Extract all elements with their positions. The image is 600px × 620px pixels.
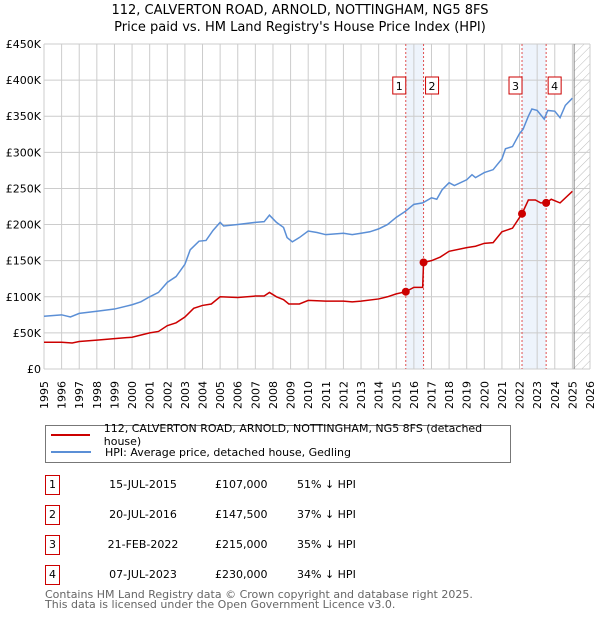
x-tick-label: 2009: [285, 381, 298, 409]
x-tick-label: 2014: [373, 381, 386, 409]
x-tick-label: 2024: [549, 381, 562, 409]
transaction-date: 21-FEB-2022: [107, 538, 179, 551]
series-line: [44, 190, 573, 344]
transaction-row: 3 21-FEB-2022 £215,000 35% ↓ HPI: [45, 535, 545, 555]
footer-line-1: Contains HM Land Registry data © Crown c…: [45, 588, 473, 601]
legend-label: 112, CALVERTON ROAD, ARNOLD, NOTTINGHAM,…: [103, 422, 483, 448]
x-tick-label: 2010: [302, 381, 315, 409]
chart-subtitle: Price paid vs. HM Land Registry's House …: [114, 20, 486, 35]
transaction-row: 1 15-JUL-2015 £107,000 51% ↓ HPI: [45, 475, 545, 495]
x-tick-label: 2019: [461, 381, 474, 409]
x-tick-label: 2026: [584, 381, 597, 409]
sale-label: 1: [396, 80, 403, 93]
transaction-hpi-diff: 35% ↓ HPI: [297, 538, 356, 551]
transaction-row: 2 20-JUL-2016 £147,500 37% ↓ HPI: [45, 505, 545, 525]
x-tick-label: 1999: [108, 381, 121, 409]
x-tick-label: 2001: [144, 381, 157, 409]
x-tick-label: 2016: [408, 381, 421, 409]
y-tick-label: £150K: [6, 255, 42, 268]
transaction-date: 07-JUL-2023: [109, 568, 177, 581]
transaction-date: 15-JUL-2015: [109, 478, 177, 491]
transaction-price: £147,500: [215, 508, 268, 521]
transaction-number: 4: [45, 565, 60, 585]
transaction-price: £230,000: [215, 568, 268, 581]
footer-line-2: This data is licensed under the Open Gov…: [45, 598, 396, 611]
transaction-hpi-diff: 37% ↓ HPI: [297, 508, 356, 521]
sale-point: [542, 198, 551, 207]
x-tick-label: 2002: [161, 381, 174, 409]
transaction-hpi-diff: 34% ↓ HPI: [297, 568, 356, 581]
x-tick-label: 1996: [56, 381, 69, 409]
x-tick-label: 2015: [390, 381, 403, 409]
x-tick-label: 2000: [126, 381, 139, 409]
x-tick-label: 2022: [514, 381, 527, 409]
y-tick-label: £100K: [6, 291, 42, 304]
x-tick-label: 2008: [267, 381, 280, 409]
sale-point: [518, 209, 527, 218]
sale-label-box: [425, 76, 440, 95]
x-tick-label: 2025: [566, 381, 579, 409]
price-chart: 1995 1996 1997 1998 1999 2000 2001 2002 2003 2004…: [6, 38, 597, 409]
x-tick-label: 2004: [197, 381, 210, 409]
transaction-price: £215,000: [215, 538, 268, 551]
transaction-number: 1: [45, 475, 60, 495]
transaction-hpi-diff: 51% ↓ HPI: [297, 478, 356, 491]
legend: 112, CALVERTON ROAD, ARNOLD, NOTTINGHAM,…: [45, 422, 511, 463]
footer: Contains HM Land Registry data © Crown c…: [45, 588, 473, 611]
chart-title: 112, CALVERTON ROAD, ARNOLD, NOTTINGHAM,…: [111, 3, 489, 18]
sale-label-box: [508, 76, 523, 95]
sale-label: 2: [429, 80, 436, 93]
y-tick-label: £0: [27, 363, 41, 376]
y-tick-label: £300K: [6, 146, 42, 159]
series-line: [43, 97, 573, 318]
x-tick-label: 2021: [496, 381, 509, 409]
y-tick-label: £50K: [13, 327, 42, 340]
x-tick-label: 2017: [425, 381, 438, 409]
transaction-row: 4 07-JUL-2023 £230,000 34% ↓ HPI: [45, 565, 545, 585]
transaction-date: 20-JUL-2016: [109, 508, 177, 521]
transaction-number: 2: [45, 505, 60, 525]
x-tick-label: 2007: [249, 381, 262, 409]
x-tick-label: 2006: [232, 381, 245, 409]
sale-point: [419, 258, 428, 267]
sale-point: [401, 287, 410, 296]
shaded-range: [405, 44, 424, 369]
transaction-number: 3: [45, 535, 60, 555]
x-tick-label: 2013: [355, 381, 368, 409]
transaction-price: £107,000: [215, 478, 268, 491]
x-tick-label: 2003: [179, 381, 192, 409]
projection-hatch: [574, 44, 590, 369]
sale-label-box: [547, 76, 562, 95]
sale-label: 4: [551, 80, 558, 93]
x-tick-label: 2012: [337, 381, 350, 409]
y-tick-label: £200K: [6, 219, 42, 232]
x-tick-label: 2023: [531, 381, 544, 409]
x-tick-label: 1997: [73, 381, 86, 409]
x-tick-label: 2005: [214, 381, 227, 409]
legend-label: HPI: Average price, detached house, Gedl…: [105, 445, 351, 459]
sale-label-box: [392, 76, 407, 95]
sale-label: 3: [512, 80, 519, 93]
y-tick-label: £400K: [6, 74, 42, 87]
y-tick-label: £450K: [6, 38, 42, 51]
x-tick-label: 2018: [443, 381, 456, 409]
x-tick-label: 1995: [38, 381, 51, 409]
x-tick-label: 2011: [320, 381, 333, 409]
y-tick-label: £250K: [6, 182, 42, 195]
x-tick-label: 1998: [91, 381, 104, 409]
x-tick-label: 2020: [478, 381, 491, 409]
y-tick-label: £350K: [6, 110, 42, 123]
legend-item-property: 112, CALVERTON ROAD, ARNOLD, NOTTINGHAM,…: [46, 422, 510, 448]
legend-item-hpi: HPI: Average price, detached house, Gedl…: [46, 444, 351, 460]
